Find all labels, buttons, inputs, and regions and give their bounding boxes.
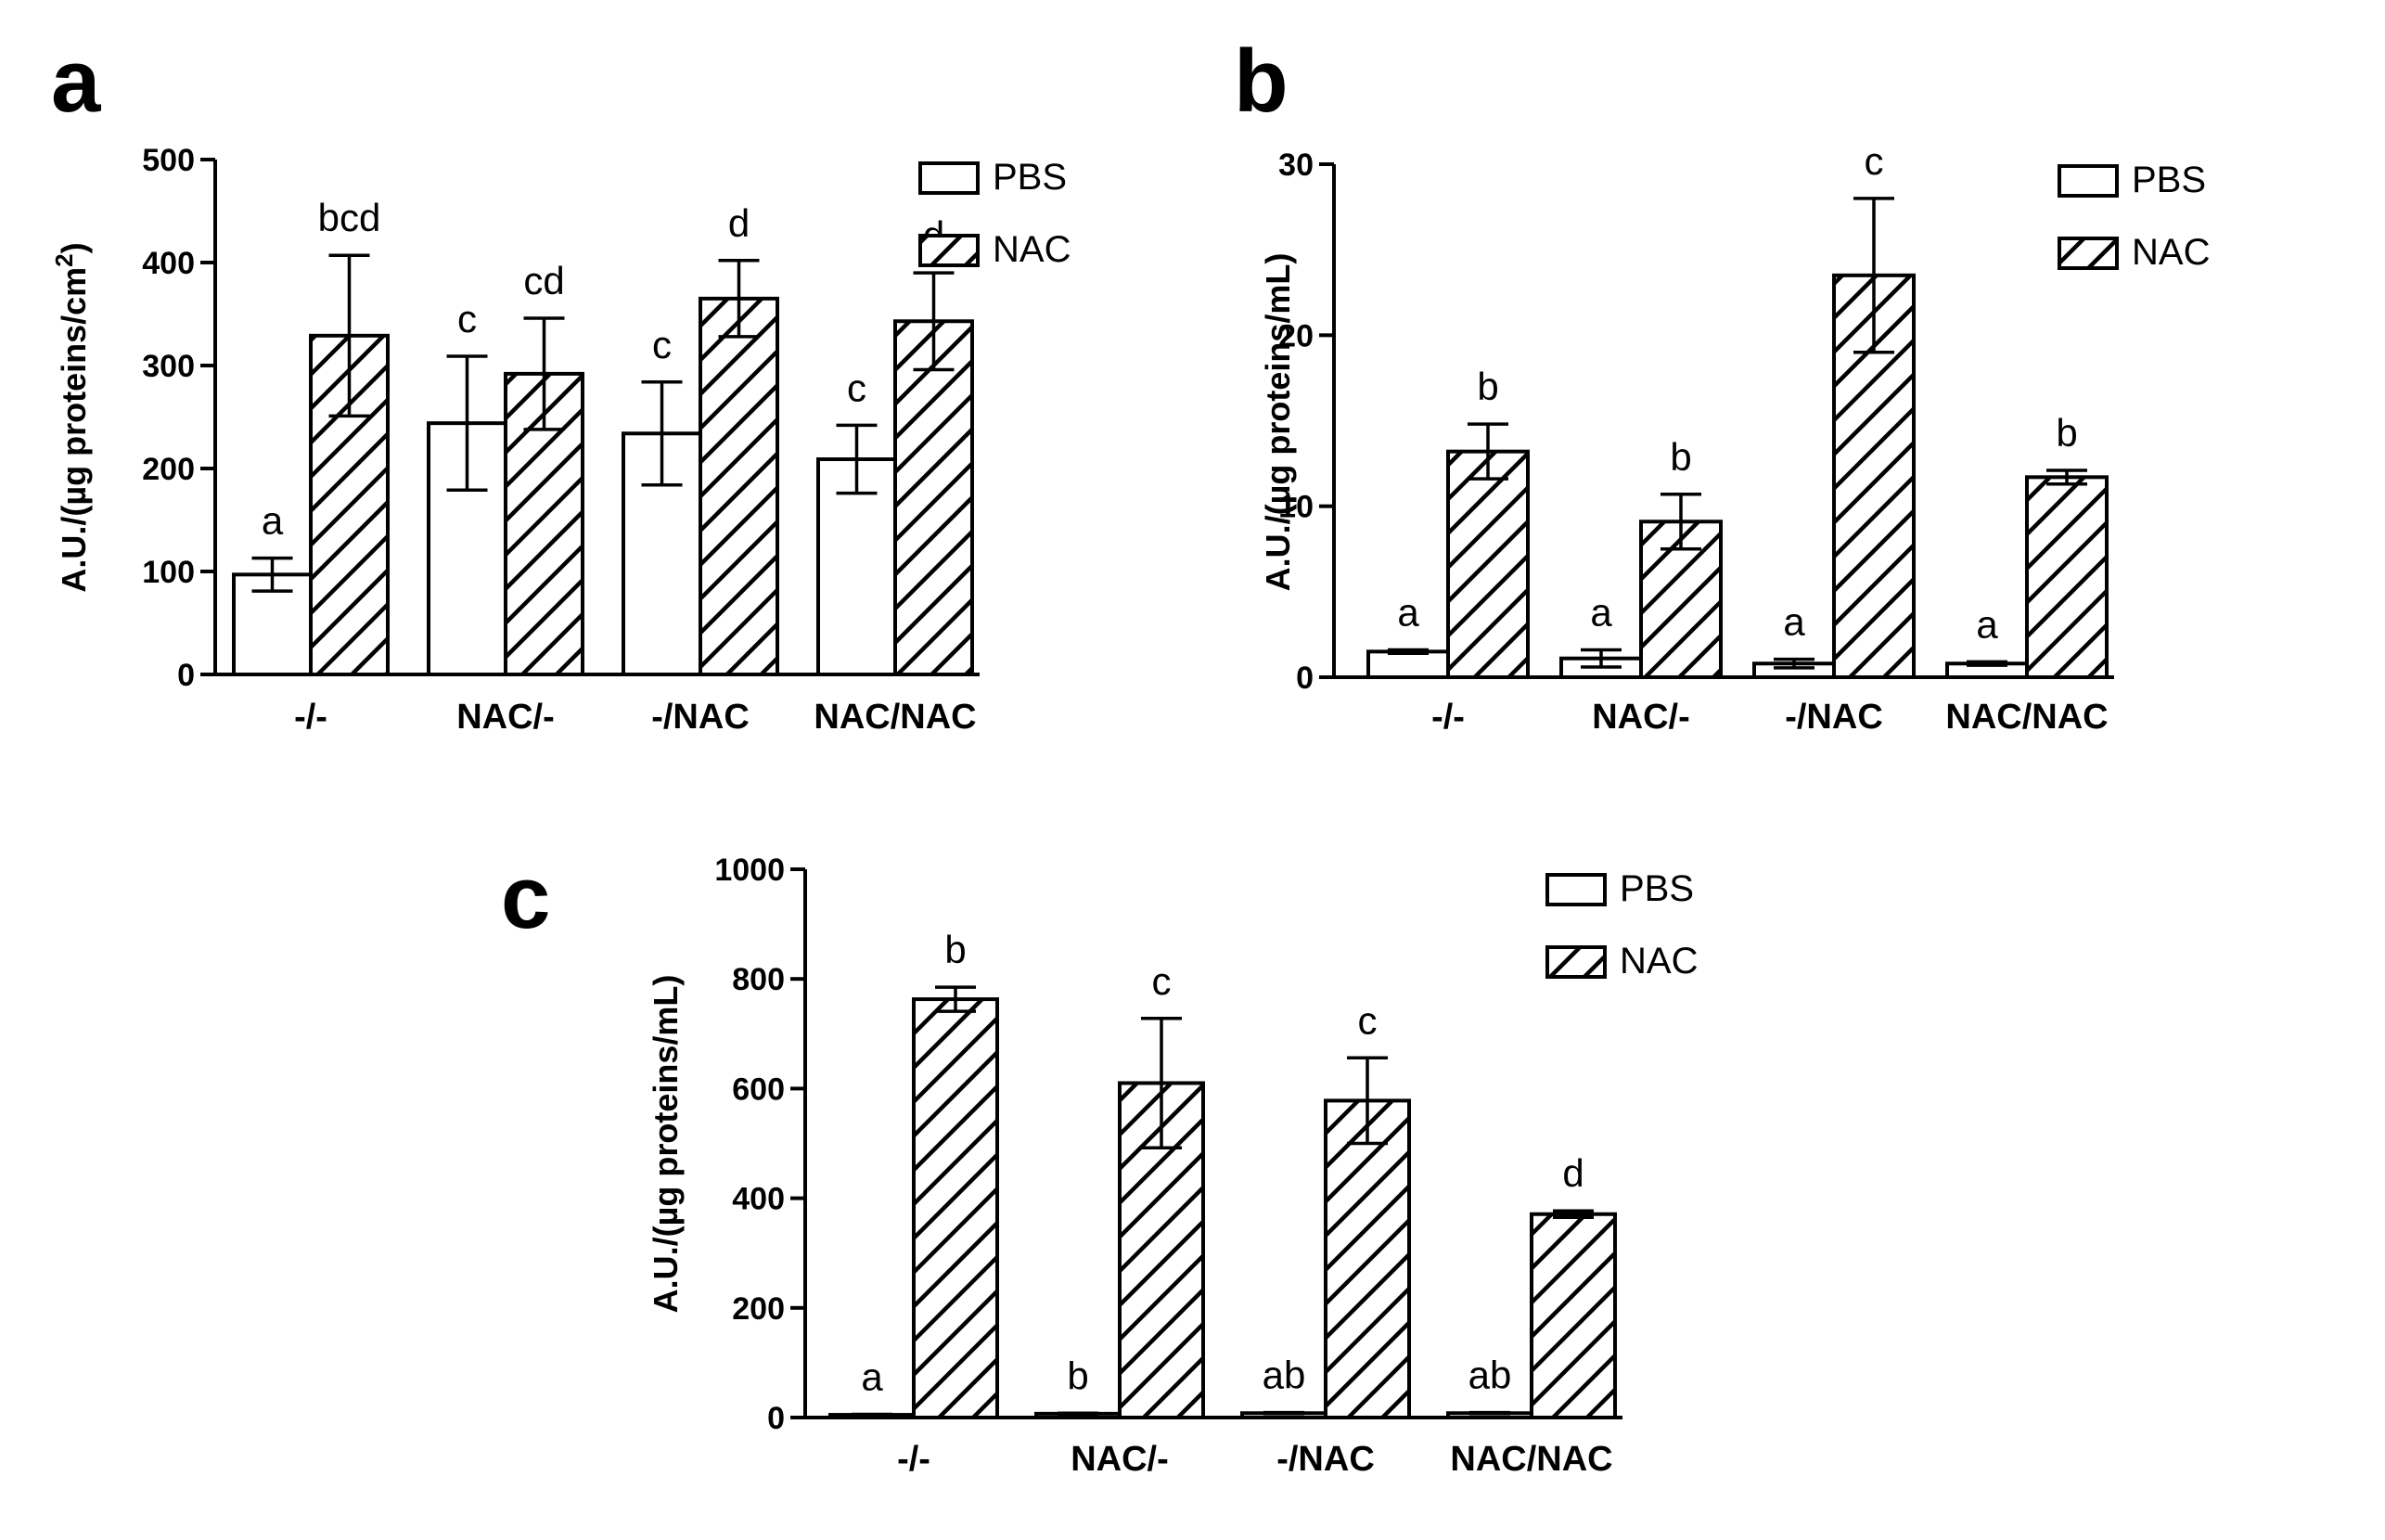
legend-swatch-nac <box>2058 237 2119 270</box>
significance-letter: c <box>1865 139 1884 183</box>
significance-letter: ab <box>1263 1354 1306 1397</box>
panel-a: a 0 100 200 300 400 500 A.U./(µg proteins/cm2) a… <box>50 32 1071 737</box>
category-label: NAC/- <box>456 698 555 737</box>
legend-swatch-pbs <box>1545 873 1607 906</box>
legend-swatch-nac <box>918 234 980 267</box>
y-axis-label: A.U./(µg proteins/cm2) <box>50 242 93 592</box>
panel-letter: c <box>501 848 550 947</box>
legend-swatch-nac <box>1545 945 1607 979</box>
legend-swatch-pbs <box>918 161 980 195</box>
category-label: -/NAC <box>651 698 750 737</box>
significance-letter: c <box>1358 998 1378 1042</box>
y-tick-label: 0 <box>767 1401 785 1436</box>
significance-letter: a <box>1397 591 1419 635</box>
y-tick-label: 200 <box>142 452 195 487</box>
bar-pbs-4 <box>816 457 897 677</box>
category-label: NAC/NAC <box>1945 698 2108 737</box>
y-tick-label: 400 <box>732 1182 785 1217</box>
category-label: NAC/- <box>1592 698 1690 737</box>
y-tick-label: 500 <box>142 143 195 178</box>
bar-nac-1 <box>1446 449 1530 679</box>
legend-swatch-pbs <box>2058 164 2119 198</box>
significance-letter: ab <box>1468 1354 1512 1397</box>
category-label: -/NAC <box>1276 1440 1375 1479</box>
significance-letter: a <box>1590 591 1612 635</box>
significance-letter: a <box>1783 600 1805 644</box>
significance-letter: c <box>652 323 672 366</box>
significance-letter: cd <box>523 259 564 302</box>
legend-label-pbs: PBS <box>2132 160 2206 200</box>
significance-letter: d <box>728 201 750 245</box>
legend-label-pbs: PBS <box>1620 868 1694 909</box>
bar-nac-3 <box>1324 1098 1411 1419</box>
y-tick-label: 300 <box>142 349 195 384</box>
significance-letter: a <box>1976 602 1998 646</box>
legend-label-nac: NAC <box>2132 232 2210 273</box>
significance-letter: b <box>1067 1354 1088 1397</box>
significance-letter: c <box>847 366 866 409</box>
bar-nac-1 <box>912 997 999 1420</box>
panel-letter: a <box>51 32 101 131</box>
bar-nac-4 <box>1530 1212 1617 1420</box>
significance-letter: a <box>262 499 284 543</box>
category-label: -/- <box>1431 698 1465 737</box>
y-tick-label: 800 <box>732 962 785 997</box>
panel-b: b 0 10 20 30 A.U./(µg proteins/mL) a b -/- a b NAC/… <box>1234 32 2210 737</box>
significance-letter: a <box>861 1354 883 1398</box>
y-tick-label: 200 <box>732 1291 785 1327</box>
y-tick-label: 1000 <box>714 853 785 888</box>
y-tick-label: 400 <box>142 246 195 281</box>
legend-label-pbs: PBS <box>993 157 1067 198</box>
bar-nac-4 <box>2025 475 2109 680</box>
bar-nac-3 <box>699 296 779 676</box>
panel-letter: b <box>1234 32 1289 131</box>
panel-c: c 0 200 400 600 800 1000 A.U./(µg proteins/mL) a… <box>501 848 1698 1479</box>
y-axis-label: A.U./(µg proteins/mL) <box>1259 253 1297 592</box>
y-tick-label: 30 <box>1278 148 1314 183</box>
category-label: NAC/NAC <box>814 698 976 737</box>
significance-letter: b <box>1477 365 1498 408</box>
legend-label-nac: NAC <box>993 229 1071 270</box>
category-label: NAC/- <box>1071 1440 1169 1479</box>
legend-label-nac: NAC <box>1620 941 1698 982</box>
significance-letter: b <box>2056 411 2077 455</box>
category-label: -/NAC <box>1785 698 1883 737</box>
category-label: NAC/NAC <box>1450 1440 1612 1479</box>
y-tick-label: 10 <box>1278 490 1314 525</box>
bar-pbs-1 <box>1366 649 1450 679</box>
y-tick-label: 0 <box>1296 661 1314 696</box>
y-axis-label: A.U./(µg proteins/mL) <box>647 975 685 1314</box>
significance-letter: d <box>1562 1151 1584 1195</box>
significance-letter: c <box>457 297 477 340</box>
y-tick-label: 20 <box>1278 318 1314 353</box>
y-tick-label: 600 <box>732 1072 785 1107</box>
bar-nac-4 <box>893 319 974 676</box>
significance-letter: b <box>1670 435 1691 479</box>
significance-letter: c <box>1152 959 1172 1003</box>
y-tick-label: 100 <box>142 555 195 590</box>
y-tick-label: 0 <box>177 658 195 693</box>
category-label: -/- <box>294 698 327 737</box>
category-label: -/- <box>897 1440 930 1479</box>
significance-letter: b <box>944 928 966 971</box>
significance-letter: bcd <box>318 196 381 239</box>
